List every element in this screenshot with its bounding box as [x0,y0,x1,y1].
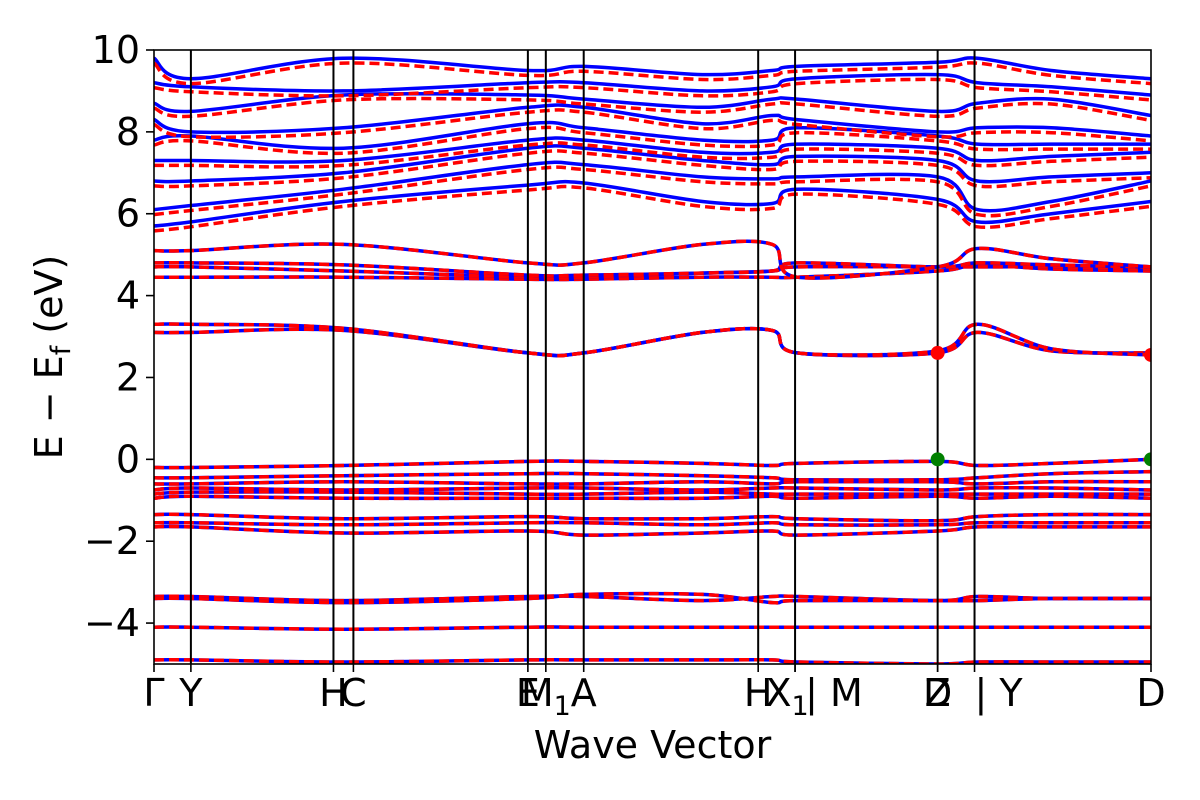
x-tick-label: D [1136,671,1165,715]
y-tick-label: 10 [92,28,140,72]
band-core-0-dashed [154,625,1151,631]
band-edge-marker [1144,452,1151,467]
band-valence-7-dashed [154,469,1151,482]
band-edge-marker [1144,347,1151,362]
x-tick-label: Γ [143,671,164,715]
band-edge-marker [930,452,945,467]
y-tick-label: −2 [84,519,140,563]
band-conduction_high-8-solid [154,56,1151,81]
band-edge-marker [930,345,945,360]
y-axis: −4 −2 0 2 4 6 8 10 [84,28,154,645]
band-valence-1-dashed [154,520,1151,527]
band-lines [154,56,1151,664]
band-conduction_high-4-dashed [154,125,1151,156]
y-tick-label: −4 [84,601,140,645]
band-valence-8-dashed [154,457,1151,470]
y-tick-label: 4 [116,274,140,318]
band-conduction_high-3-dashed [154,141,1151,169]
x-tick-label: | M [805,671,863,716]
y-tick-label: 8 [116,110,140,154]
band-core-2-dashed [154,594,1151,603]
high-symmetry-lines [189,50,976,664]
x-tick-label: X1 [765,671,808,722]
band-conduction_low-4-dashed [154,260,1151,278]
band-conduction_low-1-dashed [154,322,1151,358]
x-tick-label: H [744,671,773,715]
band-conduction_high-1-dashed [154,165,1151,218]
y-axis-title: E − Ef (eV) [27,255,77,460]
x-tick-label: C [340,671,367,715]
band-valence-3-dashed [154,494,1151,501]
y-tick-label: 2 [116,355,140,399]
band-conduction_high-0-dashed [154,184,1151,233]
band-conduction_high-5-solid [154,103,1151,138]
band-valence-4-dashed [154,490,1151,497]
band-conduction_high-6-dashed [154,96,1151,123]
band-conduction_high-2-dashed [154,149,1151,189]
x-tick-label: Y [178,671,203,715]
x-tick-label: A [571,671,597,715]
y-tick-label: 0 [116,437,140,481]
band-conduction_high-3-solid [154,136,1151,164]
band-core-1-dashed [154,658,1151,664]
band-core-3-dashed [154,591,1151,605]
x-tick-label: H [319,671,348,715]
x-tick-label: Z [925,671,951,715]
band-conduction_high-7-solid [154,72,1151,97]
band-conduction_high-0-solid [154,179,1151,228]
x-axis-title: Wave Vector [534,723,772,767]
band-conduction_low-5-dashed [154,239,1151,280]
x-tick-label: | Y [975,671,1024,716]
band-valence-5-dashed [154,485,1151,492]
x-tick-label: E [516,671,540,715]
plot-frame [153,49,1152,665]
x-tick-label: M1 [521,671,571,722]
band-conduction_high-2-solid [154,144,1151,184]
band-conduction_high-1-solid [154,160,1151,213]
band-conduction_high-8-dashed [154,61,1151,86]
band-conduction_high-5-dashed [154,108,1151,143]
band-conduction_low-2-dashed [154,263,1151,282]
band-conduction_high-4-solid [154,120,1151,151]
band-valence-2-dashed [154,512,1151,523]
band-conduction_high-7-dashed [154,77,1151,102]
band-valence-6-dashed [154,479,1151,486]
band-valence-0-dashed [154,524,1151,537]
band-markers [930,345,1151,467]
x-tick-label: D [923,671,952,715]
y-tick-label: 6 [116,192,140,236]
